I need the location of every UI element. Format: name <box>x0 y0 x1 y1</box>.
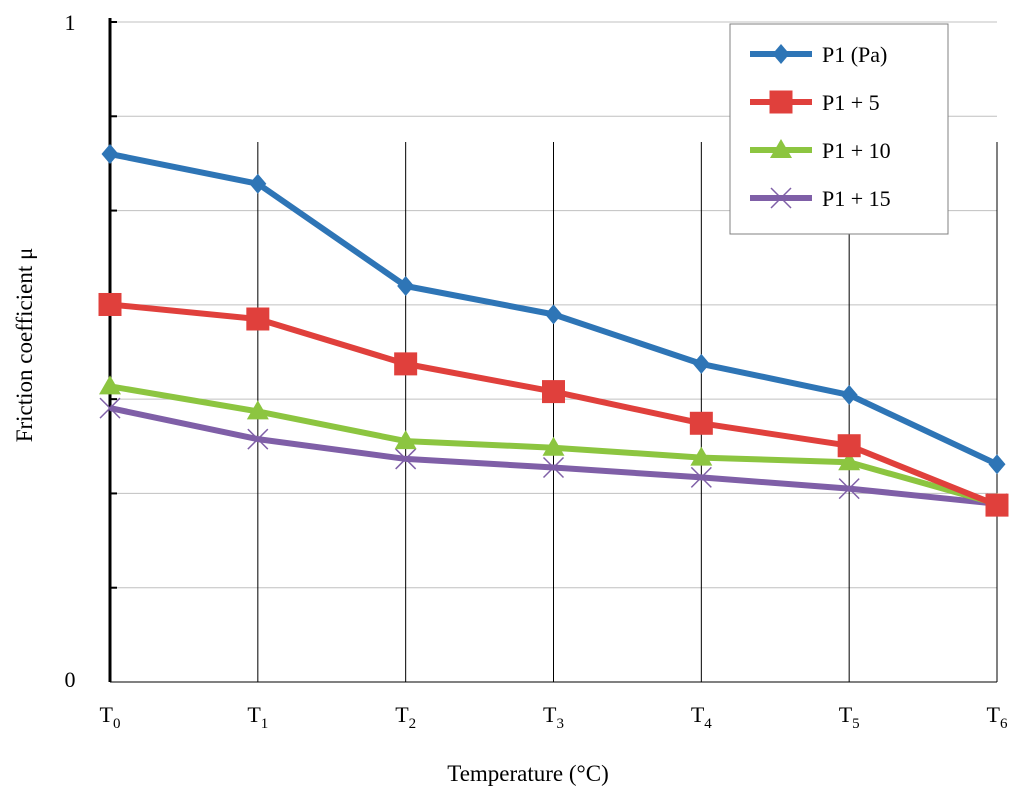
data-point <box>988 454 1006 475</box>
data-point <box>99 375 121 395</box>
axis-layer <box>108 18 997 683</box>
legend: P1 (Pa) P1 + 5 P1 + 10 P1 + 15 <box>729 23 949 235</box>
legend-entry: P1 + 15 <box>750 186 891 211</box>
x-axis-title: Temperature (°C) <box>447 761 608 786</box>
label-layer: Friction coefficient μ Temperature (°C) … <box>12 10 1008 786</box>
data-point <box>101 144 119 164</box>
legend-label: P1 + 15 <box>822 186 891 211</box>
x-tick-label: T3 <box>543 702 564 732</box>
data-point <box>99 397 121 419</box>
marker-stroke <box>542 456 565 479</box>
data-point <box>249 173 267 194</box>
data-point <box>542 380 565 404</box>
x-tick-label: T4 <box>691 702 712 732</box>
legend-marker <box>772 44 790 64</box>
legend-label: P1 + 10 <box>822 138 891 163</box>
data-point <box>840 384 858 405</box>
data-point <box>690 466 712 488</box>
data-point <box>246 307 270 331</box>
data-point <box>838 451 861 471</box>
data-point <box>397 276 415 296</box>
x-tick-label: T6 <box>987 702 1008 732</box>
data-point <box>838 478 860 500</box>
series-layer <box>98 144 1009 517</box>
legend-marker <box>770 139 792 158</box>
marker-stroke <box>99 397 121 419</box>
data-point <box>689 411 713 435</box>
x-tick-label: T1 <box>247 702 268 732</box>
data-point <box>394 430 417 450</box>
legend-marker <box>770 187 792 209</box>
series-3 <box>99 397 1008 515</box>
legend-label: P1 + 5 <box>822 90 880 115</box>
data-point <box>985 493 1009 517</box>
x-tick-label: T2 <box>395 702 416 732</box>
series-1 <box>98 292 1009 517</box>
marker-stroke <box>690 466 712 488</box>
data-point <box>542 456 565 479</box>
data-point <box>690 446 713 466</box>
data-point <box>247 428 269 450</box>
data-point <box>394 352 418 376</box>
legend-label: P1 (Pa) <box>822 42 887 67</box>
marker-stroke <box>395 448 417 470</box>
series-0 <box>101 144 1006 475</box>
data-point <box>542 436 565 456</box>
x-tick-label: T5 <box>839 702 860 732</box>
data-point <box>246 400 269 420</box>
legend-marker <box>769 90 793 114</box>
legend-entry: P1 (Pa) <box>750 42 887 67</box>
marker-stroke <box>770 187 792 209</box>
legend-entry: P1 + 10 <box>750 138 891 163</box>
data-point <box>395 448 417 470</box>
data-point <box>98 292 122 316</box>
data-point <box>692 353 710 374</box>
marker-stroke <box>247 428 269 450</box>
data-point <box>545 304 562 325</box>
data-point <box>837 434 861 458</box>
y-tick-label: 0 <box>65 667 76 692</box>
y-axis-title: Friction coefficient μ <box>12 248 37 443</box>
legend-entry: P1 + 5 <box>750 90 880 115</box>
x-tick-label: T0 <box>100 702 121 732</box>
y-tick-label: 1 <box>65 10 76 35</box>
marker-stroke <box>838 478 860 500</box>
